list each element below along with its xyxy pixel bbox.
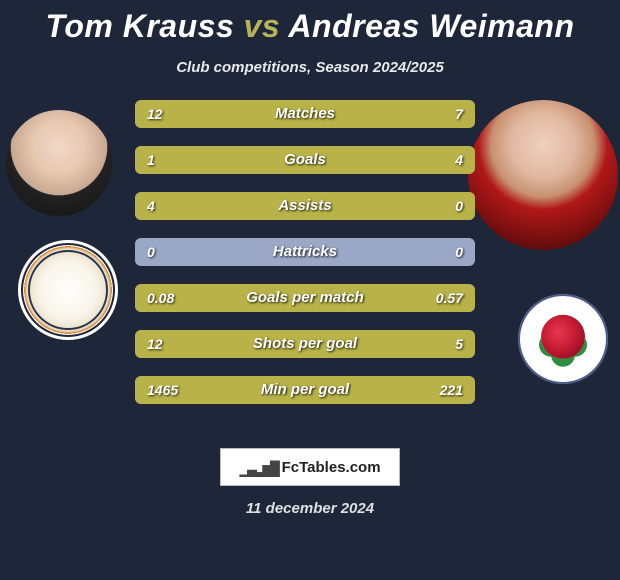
stat-bars: 127Matches 14Goals 40Assists 00Hattricks 0.0…: [135, 100, 475, 422]
stat-label: Goals per match: [135, 284, 475, 312]
stat-row: 125Shots per goal: [135, 330, 475, 358]
player1-avatar: [6, 110, 112, 216]
stat-label: Min per goal: [135, 376, 475, 404]
subtitle: Club competitions, Season 2024/2025: [0, 59, 620, 76]
stat-row: 40Assists: [135, 192, 475, 220]
stat-row: 00Hattricks: [135, 238, 475, 266]
stat-label: Hattricks: [135, 238, 475, 266]
comparison-content: 127Matches 14Goals 40Assists 00Hattricks 0.0…: [0, 100, 620, 430]
brand-text: FcTables.com: [282, 459, 381, 476]
stat-row: 1465221Min per goal: [135, 376, 475, 404]
stat-row: 127Matches: [135, 100, 475, 128]
player1-name: Tom Krauss: [45, 8, 234, 44]
stat-label: Shots per goal: [135, 330, 475, 358]
stat-label: Assists: [135, 192, 475, 220]
stat-row: 14Goals: [135, 146, 475, 174]
stat-label: Goals: [135, 146, 475, 174]
comparison-title: Tom Krauss vs Andreas Weimann: [0, 0, 620, 45]
player1-club-badge: [18, 240, 118, 340]
stat-label: Matches: [135, 100, 475, 128]
title-vs: vs: [244, 8, 281, 44]
date-text: 11 december 2024: [0, 500, 620, 517]
brand-chart-icon: ▁▃▂▅▇: [239, 458, 277, 477]
player2-avatar: [468, 100, 618, 250]
stat-row: 0.080.57Goals per match: [135, 284, 475, 312]
player2-name: Andreas Weimann: [288, 8, 574, 44]
player2-club-badge: [518, 294, 608, 384]
brand-badge: ▁▃▂▅▇ FcTables.com: [220, 448, 400, 486]
